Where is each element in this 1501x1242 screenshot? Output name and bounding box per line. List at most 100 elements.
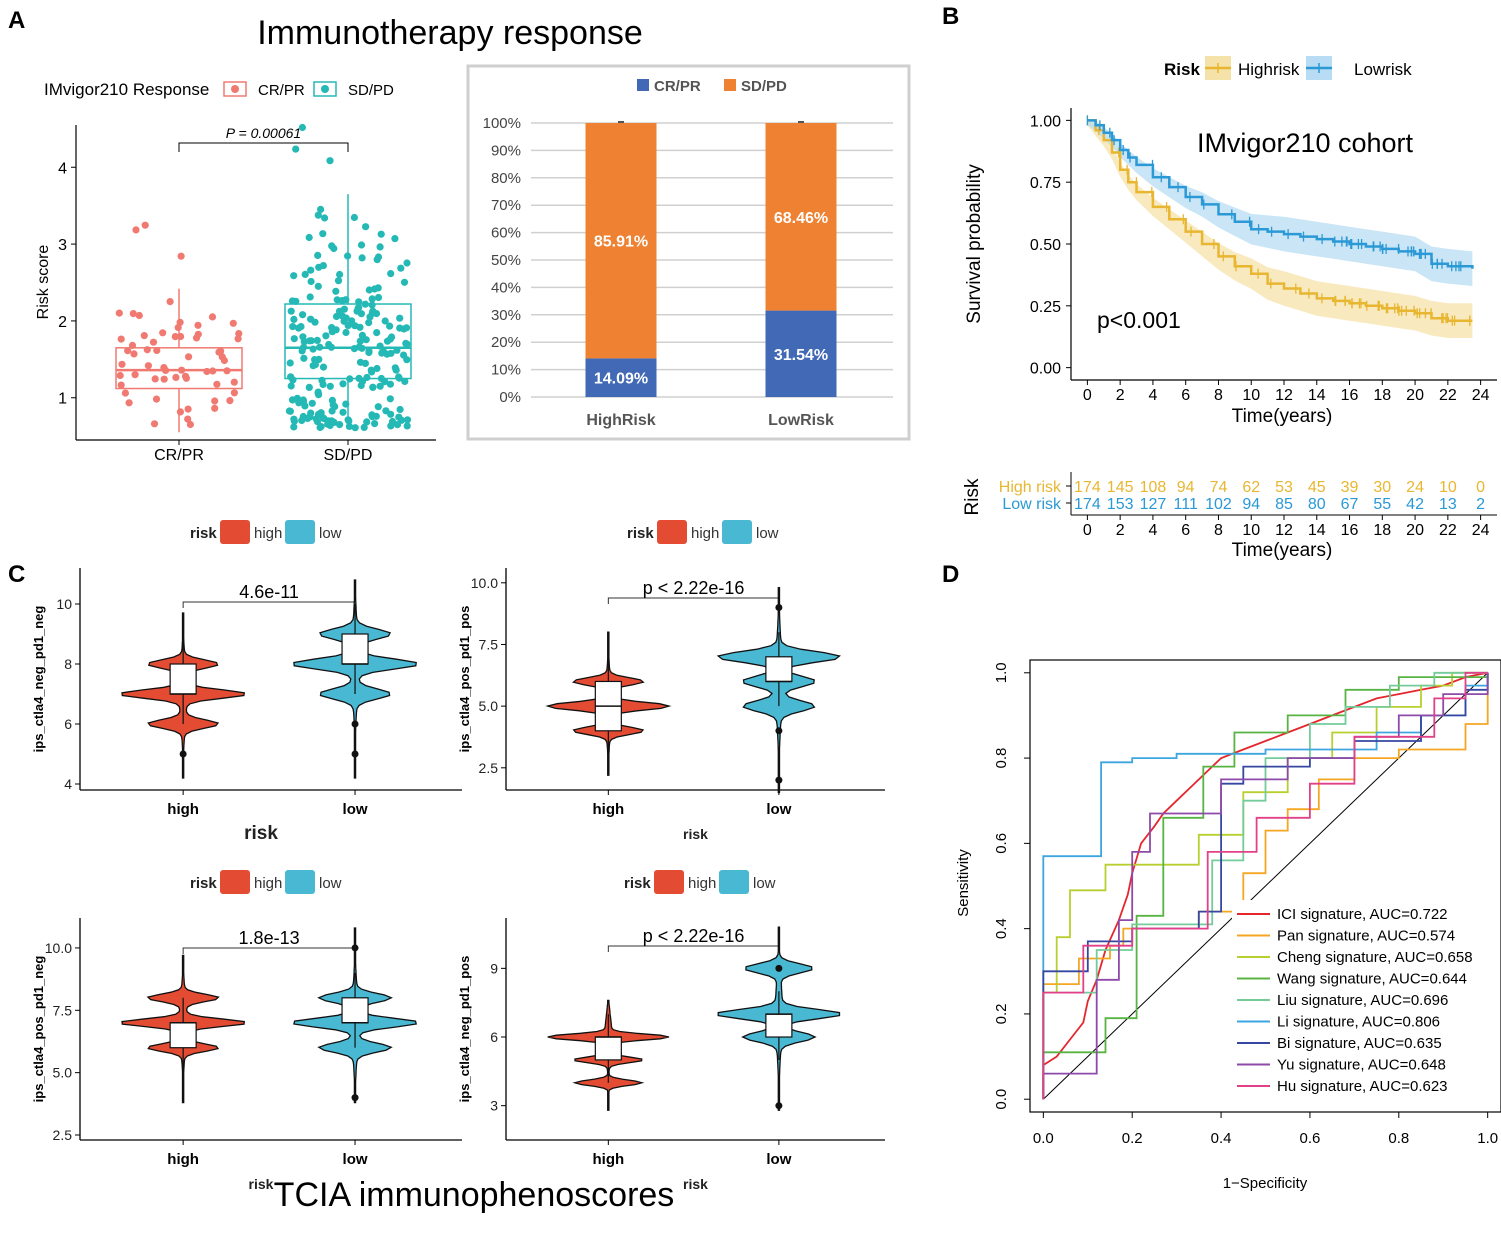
risk-count: 10 xyxy=(1439,479,1457,496)
jitter-point xyxy=(365,347,373,355)
risk-count: 13 xyxy=(1439,496,1457,513)
jitter-point xyxy=(166,298,174,306)
panel-letter-c: C xyxy=(8,561,25,588)
y-axis-label: Sensitivity xyxy=(955,849,972,917)
stack-segment xyxy=(765,310,837,397)
risk-row-name: Low risk xyxy=(1002,496,1062,513)
jitter-point xyxy=(373,329,381,337)
jitter-point xyxy=(363,418,371,426)
jitter-point xyxy=(397,264,405,272)
x-tick-label: 2 xyxy=(1116,387,1125,404)
risk-count: 0 xyxy=(1476,479,1485,496)
jitter-point xyxy=(380,347,388,356)
chart-title: IMvigor210 cohort xyxy=(1197,128,1414,158)
jitter-point xyxy=(403,356,411,364)
outlier-point xyxy=(179,750,187,758)
y-tick-label: 0.2 xyxy=(993,1003,1010,1024)
jitter-point xyxy=(365,319,373,327)
x-tick-label: low xyxy=(343,801,368,818)
jitter-point xyxy=(400,325,408,333)
y-tick-label: 7.5 xyxy=(479,636,499,652)
jitter-point xyxy=(403,259,411,267)
legend-title: Risk xyxy=(1164,60,1200,79)
jitter-point xyxy=(403,416,412,424)
jitter-point xyxy=(377,230,385,238)
x-tick-label: 0.8 xyxy=(1388,1130,1409,1147)
risk-count: 153 xyxy=(1107,496,1134,513)
risk-count: 174 xyxy=(1074,479,1101,496)
x-tick-label: 0.2 xyxy=(1122,1130,1143,1147)
jitter-point xyxy=(358,254,366,262)
risk-x-tick-label: 20 xyxy=(1406,522,1424,539)
risk-x-tick-label: 6 xyxy=(1181,522,1190,539)
y-tick-label: 100% xyxy=(483,115,521,132)
legend-swatch xyxy=(719,870,749,894)
legend-label: Lowrisk xyxy=(1354,60,1412,79)
jitter-point xyxy=(332,287,340,295)
jitter-point xyxy=(286,359,294,367)
risk-count: 108 xyxy=(1140,479,1167,496)
outlier-point xyxy=(775,776,783,784)
jitter-point xyxy=(342,328,350,337)
jitter-point xyxy=(182,374,190,382)
jitter-point xyxy=(159,329,167,337)
jitter-point xyxy=(305,233,313,242)
chart-frame xyxy=(466,64,911,441)
y-tick-label: 0.75 xyxy=(1030,175,1061,192)
legend-label: high xyxy=(254,525,282,542)
jitter-point xyxy=(381,378,389,386)
jitter-point xyxy=(338,297,346,305)
risk-count: 67 xyxy=(1341,496,1359,513)
jitter-point xyxy=(368,411,376,419)
risk-count: 24 xyxy=(1406,479,1424,496)
jitter-point xyxy=(305,383,313,391)
risk-x-tick-label: 4 xyxy=(1148,522,1157,539)
jitter-point xyxy=(208,313,217,321)
x-tick-label: low xyxy=(343,1151,368,1168)
risk-x-tick-label: 8 xyxy=(1214,522,1223,539)
jitter-point xyxy=(367,366,375,374)
outlier-point xyxy=(775,1102,783,1110)
y-tick-label: 10% xyxy=(491,362,521,379)
y-axis-label: ips_ctla4_pos_pd1_pos xyxy=(457,606,472,753)
jitter-point xyxy=(401,377,409,385)
legend-label: Highrisk xyxy=(1238,60,1300,79)
jitter-point xyxy=(287,307,295,315)
x-axis-label: 1−Specificity xyxy=(1223,1175,1308,1192)
jitter-point xyxy=(393,421,402,429)
risk-x-tick-label: 16 xyxy=(1341,522,1359,539)
risk-count: 62 xyxy=(1242,479,1260,496)
legend-swatch xyxy=(637,79,649,91)
stack-segment xyxy=(585,358,657,397)
violin-ctla4-pos-pd1-neg: risk high low 2.5 5.0 7.5 10.0 high low risk ips_c… xyxy=(31,870,462,1192)
legend-swatch xyxy=(657,520,687,544)
p-value-label: P = 0.00061 xyxy=(226,125,301,141)
jitter-point xyxy=(340,317,348,325)
jitter-point xyxy=(144,362,152,370)
number-at-risk-table: Risk High risk 174 145 108 94 74 62 53 45 39 30 24 10… xyxy=(962,472,1497,561)
jitter-point xyxy=(314,211,322,219)
box-body xyxy=(115,347,243,390)
legend-label: high xyxy=(688,875,716,892)
risk-count: 85 xyxy=(1275,496,1293,513)
jitter-point xyxy=(332,326,340,334)
outlier-point xyxy=(351,750,359,758)
legend-label: SD/PD xyxy=(741,78,787,95)
y-tick-label: 10 xyxy=(56,596,72,612)
legend-label: Li signature, AUC=0.806 xyxy=(1277,1014,1440,1031)
risk-x-tick-label: 24 xyxy=(1472,522,1490,539)
risk-count: 45 xyxy=(1308,479,1326,496)
y-tick-label: 6 xyxy=(64,716,72,732)
jitter-point xyxy=(395,374,403,382)
violin-box xyxy=(169,1022,197,1049)
y-tick-label: 30% xyxy=(491,307,521,324)
x-axis-label: risk xyxy=(683,1176,708,1192)
roc-curve xyxy=(1042,671,1488,1100)
jitter-point xyxy=(358,331,366,339)
risk-count: 30 xyxy=(1373,479,1391,496)
jitter-point xyxy=(300,338,308,346)
risk-count: 2 xyxy=(1476,496,1485,513)
stat-label: 1.8e-13 xyxy=(239,928,300,948)
segment-label: 68.46% xyxy=(774,210,828,227)
